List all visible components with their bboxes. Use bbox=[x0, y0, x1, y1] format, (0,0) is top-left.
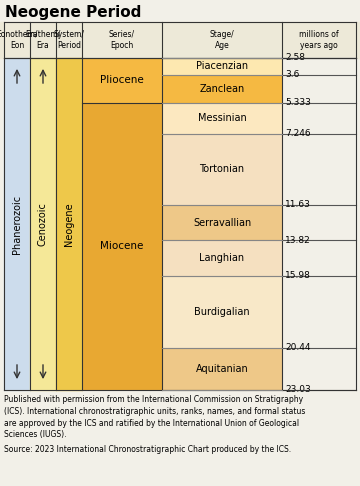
Bar bbox=[162, 241, 282, 276]
Text: 13.82: 13.82 bbox=[285, 236, 311, 245]
Text: Published with permission from the International Commission on Stratigraphy
(ICS: Published with permission from the Inter… bbox=[4, 395, 305, 439]
Text: Eonothem/
Eon: Eonothem/ Eon bbox=[0, 30, 38, 50]
Bar bbox=[162, 58, 282, 74]
Bar bbox=[82, 103, 162, 390]
Text: 3.6: 3.6 bbox=[285, 70, 300, 79]
Text: System/
Period: System/ Period bbox=[54, 30, 85, 50]
Text: Serravallian: Serravallian bbox=[193, 218, 251, 228]
Text: Aquitanian: Aquitanian bbox=[195, 364, 248, 374]
Text: Series/
Epoch: Series/ Epoch bbox=[109, 30, 135, 50]
Text: Erathem/
Era: Erathem/ Era bbox=[25, 30, 61, 50]
Text: Phanerozoic: Phanerozoic bbox=[12, 194, 22, 254]
Text: Burdigalian: Burdigalian bbox=[194, 307, 250, 317]
Text: Stage/
Age: Stage/ Age bbox=[210, 30, 234, 50]
Text: 2.58: 2.58 bbox=[285, 53, 305, 63]
Text: Neogene: Neogene bbox=[64, 202, 74, 246]
Text: Pliocene: Pliocene bbox=[100, 75, 144, 86]
Text: Source: 2023 International Chronostratigraphic Chart produced by the ICS.: Source: 2023 International Chronostratig… bbox=[4, 445, 291, 454]
Bar bbox=[162, 103, 282, 134]
Text: 15.98: 15.98 bbox=[285, 271, 311, 280]
Bar bbox=[162, 74, 282, 103]
Text: Langhian: Langhian bbox=[199, 253, 244, 263]
Text: Piacenzian: Piacenzian bbox=[196, 61, 248, 71]
Bar bbox=[162, 276, 282, 348]
Text: 7.246: 7.246 bbox=[285, 129, 311, 138]
Text: Neogene Period: Neogene Period bbox=[5, 5, 141, 20]
Text: Messinian: Messinian bbox=[198, 113, 246, 123]
Text: 20.44: 20.44 bbox=[285, 344, 310, 352]
Text: Cenozoic: Cenozoic bbox=[38, 202, 48, 246]
Text: 23.03: 23.03 bbox=[285, 385, 311, 395]
Text: 5.333: 5.333 bbox=[285, 98, 311, 107]
Text: 11.63: 11.63 bbox=[285, 200, 311, 209]
Text: Tortonian: Tortonian bbox=[199, 164, 244, 174]
Bar bbox=[162, 205, 282, 241]
Bar bbox=[162, 134, 282, 205]
Text: Zanclean: Zanclean bbox=[199, 84, 245, 94]
Text: Miocene: Miocene bbox=[100, 242, 144, 251]
Bar bbox=[82, 58, 162, 103]
Bar bbox=[162, 348, 282, 390]
Text: millions of
years ago: millions of years ago bbox=[299, 30, 339, 50]
